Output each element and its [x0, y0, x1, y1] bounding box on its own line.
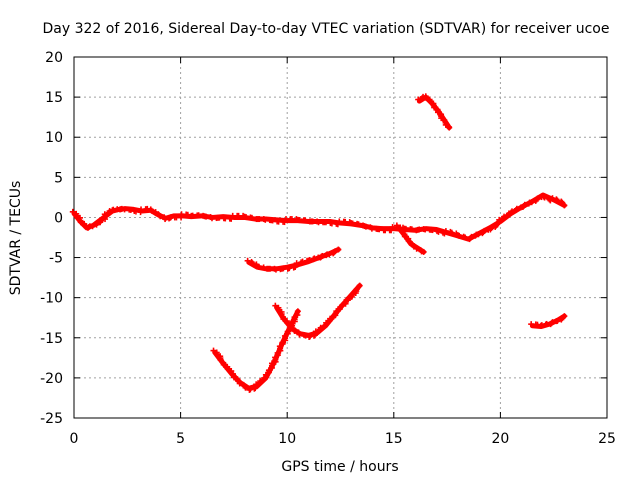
series-hook-arc: [272, 282, 363, 340]
y-tick-label: 10: [45, 130, 63, 146]
series-deep-arc: [210, 308, 301, 393]
series-dip-branch: [393, 222, 427, 255]
x-tick-label: 0: [70, 431, 79, 447]
y-tick-label: -15: [40, 331, 63, 347]
chart-title: Day 322 of 2016, Sidereal Day-to-day VTE…: [43, 21, 610, 37]
series-small-arc: [528, 313, 568, 330]
data-series: [69, 93, 568, 393]
plot-frame: [73, 56, 608, 419]
y-tick-label: -5: [49, 251, 63, 267]
series-mid-arc: [244, 246, 342, 273]
series-main-trace: [69, 192, 568, 243]
grid: [74, 57, 607, 418]
series-upper-arc: [415, 93, 453, 131]
y-tick-label: -20: [40, 371, 63, 387]
axis-ticks: 0 5 10 15 20 25 -25 -20 -15 -10 -5 0 5 10 15 20: [40, 50, 616, 447]
y-tick-label: 5: [54, 170, 63, 186]
y-tick-label: -25: [40, 411, 63, 427]
x-axis-title: GPS time / hours: [281, 459, 398, 475]
y-tick-label: -10: [40, 291, 63, 307]
x-tick-label: 15: [385, 431, 403, 447]
x-tick-label: 5: [176, 431, 185, 447]
y-tick-label: 20: [45, 50, 63, 66]
x-tick-label: 10: [278, 431, 296, 447]
y-tick-label: 15: [45, 90, 63, 106]
y-tick-label: 0: [54, 210, 63, 226]
y-axis-title: SDTVAR / TECUs: [8, 181, 24, 296]
x-tick-label: 25: [598, 431, 616, 447]
x-tick-label: 20: [491, 431, 509, 447]
